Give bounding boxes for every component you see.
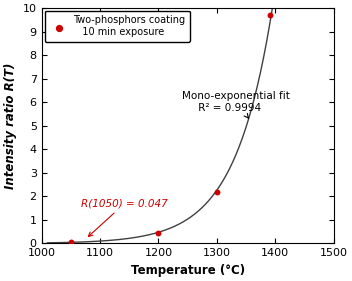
X-axis label: Temperature (°C): Temperature (°C) xyxy=(131,264,245,277)
Point xyxy=(214,189,220,194)
Text: R(1050) = 0.047: R(1050) = 0.047 xyxy=(81,198,168,237)
Point xyxy=(156,231,161,235)
Point xyxy=(68,240,74,244)
Y-axis label: Intensity ratio R(T): Intensity ratio R(T) xyxy=(4,63,17,189)
Text: Mono-exponential fit
     R² = 0.9994: Mono-exponential fit R² = 0.9994 xyxy=(182,92,290,118)
Legend: Two-phosphors coating
   10 min exposure: Two-phosphors coating 10 min exposure xyxy=(44,10,190,42)
Point xyxy=(267,13,272,17)
